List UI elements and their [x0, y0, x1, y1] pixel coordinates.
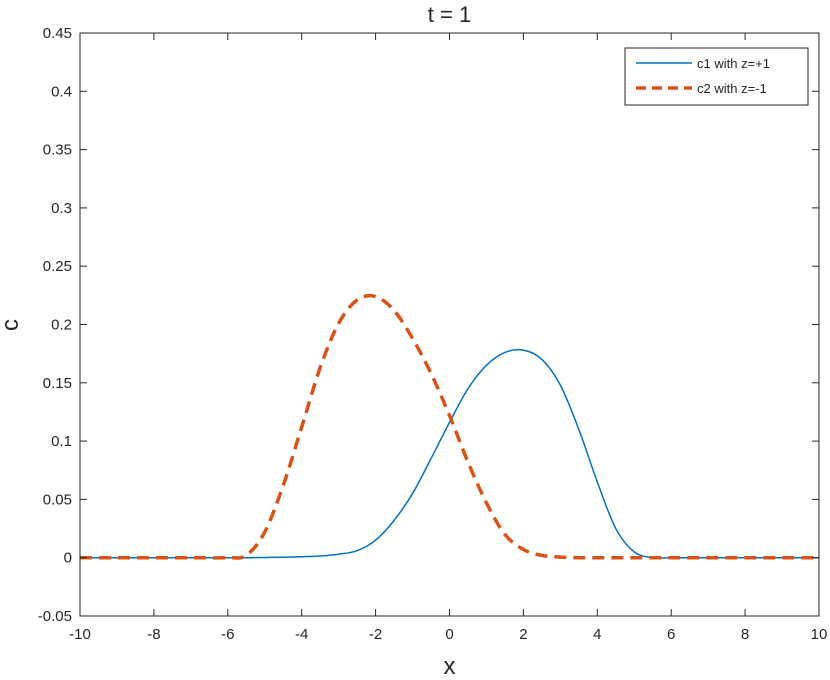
y-tick-label: 0.25: [43, 258, 72, 275]
y-tick-label: 0.35: [43, 142, 72, 159]
y-tick-label: -0.05: [38, 608, 72, 625]
x-tick-label: 4: [593, 626, 601, 643]
y-tick-label: 0.4: [51, 83, 72, 100]
axes-background: [80, 33, 819, 616]
x-tick-label: 2: [519, 626, 527, 643]
series-group: [80, 293, 819, 560]
y-tick-label: 0.05: [43, 491, 72, 508]
x-tick-label: -4: [295, 626, 308, 643]
x-tick-label: 0: [445, 626, 453, 643]
legend: c1 with z=+1 c2 with z=-1: [624, 47, 809, 106]
y-tick-label: 0.45: [43, 25, 72, 42]
plot-area: -10 -8 -6 -4 -2 0 2 4 6 8 10 -0.05 0 0.05 0.1 0.15 0.2 0.…: [38, 25, 828, 643]
x-axis-title: x: [444, 653, 456, 680]
x-tick-label: -10: [69, 626, 91, 643]
y-tick-label: 0.3: [51, 200, 72, 217]
x-tick-label: -2: [369, 626, 382, 643]
y-tick-label: 0.1: [51, 433, 72, 450]
x-tick-label: -6: [221, 626, 234, 643]
y-tick-label: 0: [64, 550, 72, 567]
x-tick-label: 6: [667, 626, 675, 643]
ticks-group: -10 -8 -6 -4 -2 0 2 4 6 8 10 -0.05 0 0.05 0.1 0.15 0.2 0.…: [38, 25, 828, 643]
legend-box: [624, 47, 809, 106]
legend-label-c1: c1 with z=+1: [697, 56, 770, 71]
chart-title: t = 1: [428, 2, 471, 27]
x-tick-label: 8: [741, 626, 749, 643]
legend-label-c2: c2 with z=-1: [697, 81, 767, 96]
series-line-c1: [80, 348, 819, 559]
y-axis-title: c: [0, 319, 24, 331]
y-tick-label: 0.2: [51, 317, 72, 334]
series-line-c2: [80, 293, 819, 560]
x-tick-label: -8: [147, 626, 160, 643]
x-tick-label: 10: [811, 626, 828, 643]
y-tick-label: 0.15: [43, 375, 72, 392]
